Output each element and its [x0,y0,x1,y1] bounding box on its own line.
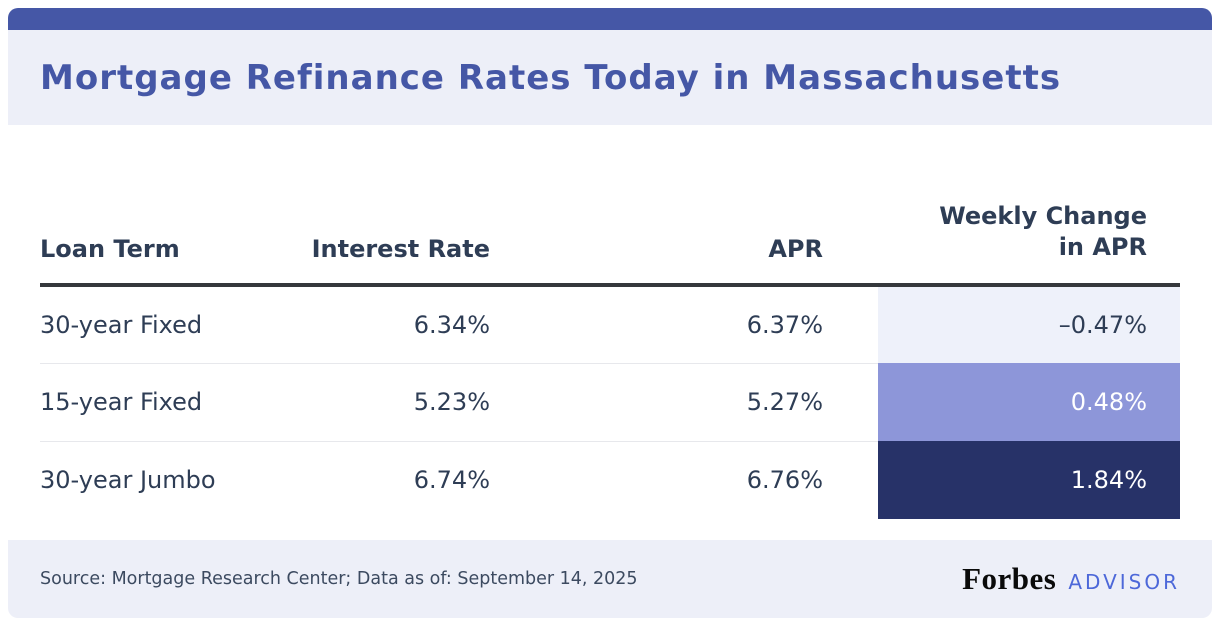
weekly-change-header-line2: in APR [1058,232,1147,261]
loan-term-cell: 30-year Jumbo [40,466,216,495]
table-section: Loan Term Interest Rate APR Weekly Chang… [8,125,1212,540]
table-row: 15-year Fixed 5.23% 5.27% 0.48% [40,363,1180,442]
page-title: Mortgage Refinance Rates Today in Massac… [40,57,1062,98]
column-header-weekly-change: Weekly Change in APR [878,125,1180,287]
header-row: Loan Term Interest Rate APR Weekly Chang… [40,125,1180,287]
weekly-change-cell: 1.84% [878,441,1180,519]
weekly-change-cell: 0.48% [878,363,1180,441]
interest-rate-cell: 6.34% [290,285,490,364]
column-header-apr: APR [490,125,878,287]
apr-cell: 5.27% [490,363,878,442]
apr-cell: 6.76% [746,466,823,495]
weekly-change-cell: –0.47% [878,285,1180,363]
table-row: 30-year Jumbo 6.74% 6.76% 1.84% [40,441,1180,519]
loan-term-cell: 15-year Fixed [40,363,290,442]
weekly-change-header-line1: Weekly Change [939,201,1147,230]
column-header-loan-term: Loan Term [40,125,290,287]
rates-card: Mortgage Refinance Rates Today in Massac… [8,8,1212,618]
interest-rate-cell: 6.74% [413,466,490,495]
header-band: Mortgage Refinance Rates Today in Massac… [8,30,1212,125]
source-note: Source: Mortgage Research Center; Data a… [40,569,638,589]
footer-band: Source: Mortgage Research Center; Data a… [8,540,1212,618]
forbes-wordmark: Forbes [962,561,1057,596]
interest-rate-cell: 5.23% [290,363,490,442]
forbes-advisor-logo: Forbes ADVISOR [962,561,1180,597]
column-header-interest-rate: Interest Rate [290,125,490,287]
table-row: 30-year Fixed 6.34% 6.37% –0.47% [40,285,1180,364]
accent-topbar [8,8,1212,30]
loan-term-cell: 30-year Fixed [40,285,290,364]
apr-cell: 6.37% [490,285,878,364]
rates-table: Loan Term Interest Rate APR Weekly Chang… [40,125,1180,519]
advisor-wordmark: ADVISOR [1068,570,1180,594]
